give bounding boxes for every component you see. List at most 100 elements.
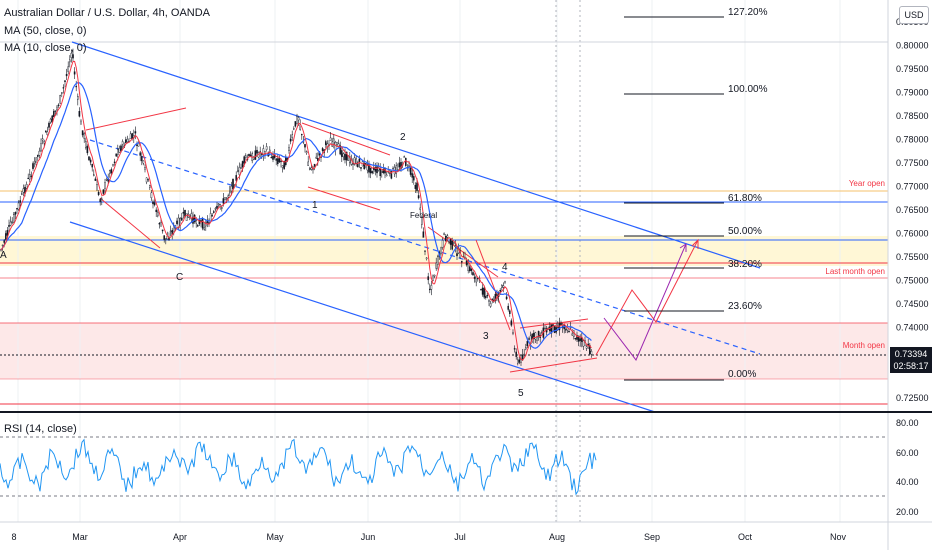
year-open-label: Year open: [849, 179, 885, 188]
ma10-legend: MA (10, close, 0): [4, 42, 87, 54]
candle-body: [355, 158, 358, 164]
candle-body: [136, 144, 138, 147]
candle-body: [37, 154, 39, 157]
current-price-tag: 0.73394 02:58:17: [890, 347, 932, 373]
candle-body: [321, 148, 324, 151]
candle-body: [333, 138, 335, 145]
candle-body: [579, 338, 581, 341]
candle-body: [533, 333, 535, 339]
candle-body: [369, 167, 372, 174]
candle-body: [80, 120, 82, 125]
rsi-legend: RSI (14, close): [4, 423, 77, 435]
candle-body: [211, 215, 214, 217]
wave-label-c: C: [176, 272, 183, 283]
candle-body: [272, 155, 274, 160]
candle-body: [329, 137, 332, 141]
candle-body: [381, 171, 383, 173]
rsi-tick-60: 60.00: [896, 448, 919, 458]
price-axis[interactable]: 0.805000.800000.795000.790000.785000.780…: [896, 17, 929, 403]
candle-body: [505, 296, 508, 300]
candle-body: [35, 157, 37, 165]
candle-body: [512, 332, 514, 334]
price-tick: 0.77500: [896, 158, 929, 168]
price-candles: [0, 48, 593, 367]
candle-body: [244, 155, 247, 158]
candle-body: [345, 151, 348, 161]
candle-body: [121, 141, 124, 145]
time-axis[interactable]: 8 Mar Apr May Jun Jul Aug Sep Oct Nov: [11, 532, 846, 542]
candle-body: [32, 163, 34, 169]
candle-body: [526, 341, 529, 347]
candle-body: [589, 344, 591, 355]
candle-body: [441, 240, 444, 248]
candle-body: [41, 138, 44, 141]
candle-body: [390, 171, 393, 179]
current-price-value: 0.73394: [894, 349, 928, 359]
candle-body: [352, 163, 354, 165]
candle-body: [421, 217, 423, 225]
candle-body: [510, 320, 513, 326]
candle-body: [220, 207, 223, 209]
candle-body: [536, 337, 538, 341]
candle-body: [408, 165, 410, 167]
candle-body: [398, 162, 401, 168]
candle-body: [405, 157, 407, 166]
candle-body: [140, 156, 143, 162]
candle-body: [163, 235, 166, 240]
candle-body: [33, 160, 36, 164]
candle-body: [222, 198, 225, 204]
candle-body: [225, 197, 228, 200]
candle-body: [560, 322, 562, 326]
candle-body: [483, 287, 486, 298]
rsi-tick-80: 80.00: [896, 418, 919, 428]
candle-body: [469, 266, 471, 272]
candle-body: [430, 285, 433, 290]
candle-body: [392, 167, 394, 170]
candle-body: [11, 220, 14, 223]
candle-body: [305, 151, 308, 154]
candle-body: [180, 217, 183, 221]
candle-body: [435, 262, 438, 269]
candle-body: [440, 247, 442, 255]
candle-body: [241, 161, 244, 168]
candle-body: [150, 192, 153, 199]
candle-body: [501, 284, 503, 288]
time-tick: 8: [11, 532, 16, 542]
candle-body: [265, 146, 268, 150]
candle-body: [4, 233, 7, 240]
candle-body: [280, 160, 282, 163]
candle-body: [224, 197, 226, 201]
candle-body: [467, 263, 470, 271]
candle-body: [395, 165, 398, 174]
price-tick: 0.80000: [896, 41, 929, 51]
candle-body: [376, 166, 378, 174]
candle-body: [17, 202, 20, 210]
candle-body: [227, 195, 230, 198]
candle-body: [236, 170, 239, 172]
rsi-tick-40: 40.00: [896, 477, 919, 487]
currency-button[interactable]: USD: [899, 6, 929, 24]
fib-lines: [624, 16, 724, 381]
candle-body: [357, 162, 359, 168]
candle-body: [409, 167, 412, 175]
candle-body: [228, 190, 231, 194]
candle-body: [89, 159, 92, 163]
wave-label-4: 4: [502, 262, 508, 273]
time-tick: Sep: [644, 532, 660, 542]
candle-body: [176, 220, 178, 225]
candle-body: [283, 160, 286, 170]
candle-body: [144, 167, 146, 170]
price-tick: 0.78500: [896, 111, 929, 121]
candle-body: [344, 154, 346, 161]
price-tick: 0.74000: [896, 323, 929, 333]
candle-body: [161, 229, 164, 232]
candle-body: [196, 225, 199, 227]
time-tick: Mar: [72, 532, 88, 542]
candle-body: [8, 225, 10, 227]
candle-body: [488, 300, 490, 302]
candle-body: [216, 205, 218, 209]
candle-body: [489, 303, 492, 307]
ma50-line: [0, 82, 592, 349]
candle-body: [385, 174, 388, 177]
